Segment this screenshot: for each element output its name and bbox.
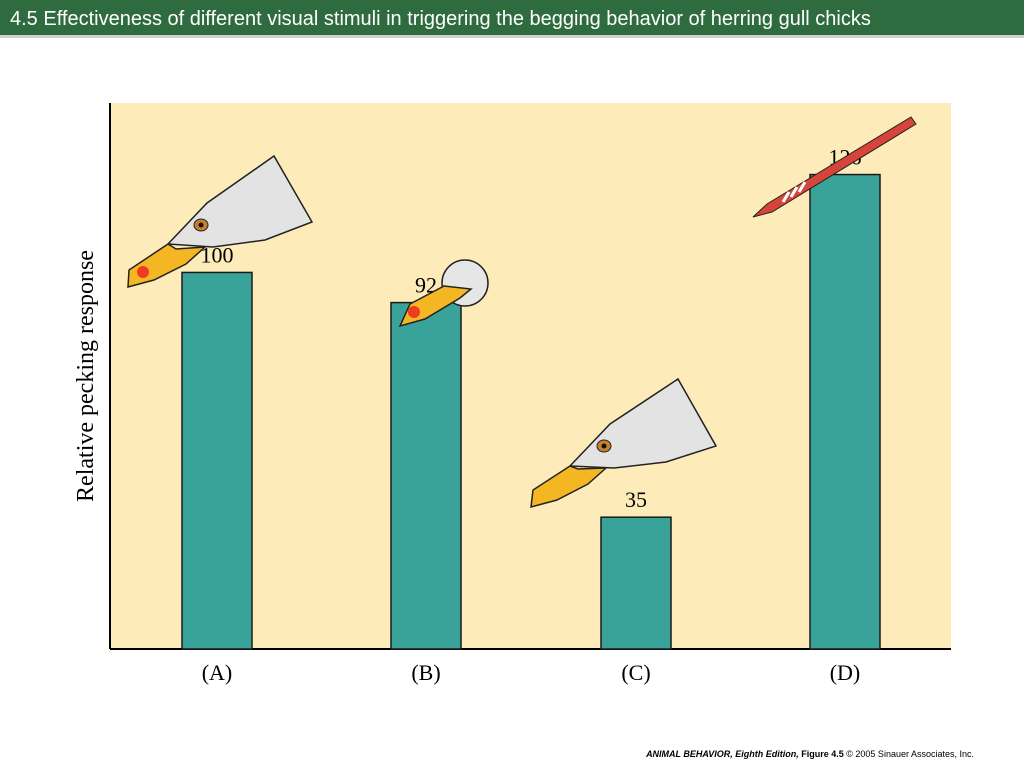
slide-title: 4.5 Effectiveness of different visual st… xyxy=(10,8,871,30)
bar xyxy=(390,301,462,650)
figure-credit: ANIMAL BEHAVIOR, Eighth Edition, Figure … xyxy=(646,749,974,759)
small-head-with-red-spot-icon xyxy=(398,259,489,328)
bar-value-label: 35 xyxy=(625,487,647,512)
red-striped-stick-icon xyxy=(752,116,917,218)
title-bar: 4.5 Effectiveness of different visual st… xyxy=(0,0,1024,38)
stimuli-illustrations xyxy=(127,116,917,509)
gull-head-no-spot-icon xyxy=(530,377,718,509)
x-tick-label: (B) xyxy=(411,660,440,685)
bar xyxy=(181,271,253,650)
bars-group: 100(A)92(B)35(C)126(D) xyxy=(181,145,881,685)
credit-copyright: © 2005 Sinauer Associates, Inc. xyxy=(846,749,974,759)
bar xyxy=(600,516,672,650)
credit-book: ANIMAL BEHAVIOR, Eighth Edition, xyxy=(646,749,799,759)
gull-head-with-red-spot-icon xyxy=(127,154,314,288)
x-tick-label: (A) xyxy=(202,660,233,685)
y-axis-label: Relative pecking response xyxy=(73,250,99,502)
x-tick-label: (C) xyxy=(621,660,650,685)
x-tick-label: (D) xyxy=(830,660,861,685)
bar xyxy=(809,173,881,650)
bar-value-label: 92 xyxy=(415,273,437,298)
credit-figure: Figure 4.5 xyxy=(801,749,844,759)
